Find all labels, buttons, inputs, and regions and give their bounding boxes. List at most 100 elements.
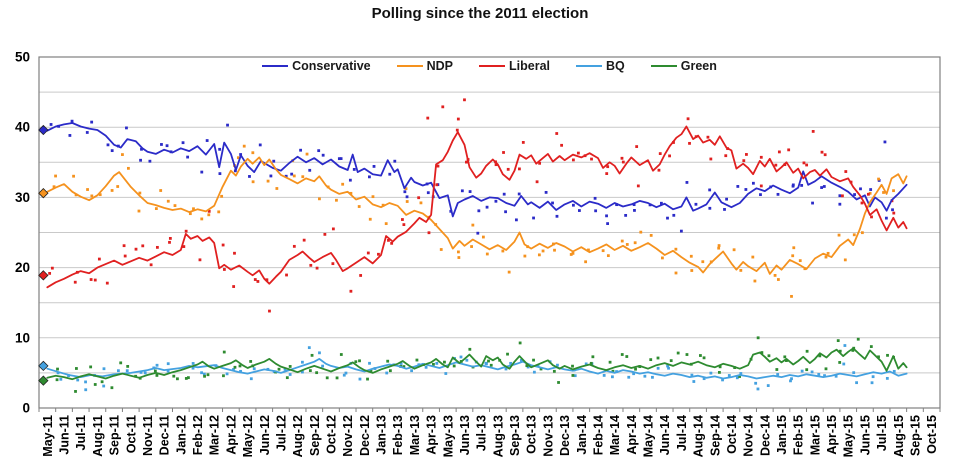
- conservative-trend-line: [46, 122, 908, 218]
- x-axis-label-Aug-14: Aug-14: [692, 415, 706, 457]
- legend-item-ndp: NDP: [396, 58, 454, 73]
- bq-trend-line: [46, 357, 908, 380]
- legend-item-green: Green: [650, 58, 717, 73]
- outlier-poll-point: [441, 105, 445, 109]
- x-axis-label-Jun-11: Jun-11: [58, 415, 72, 455]
- x-axis-label-Jul-12: Jul-12: [274, 415, 288, 451]
- outlier-poll-point: [426, 116, 430, 120]
- x-axis-label-Oct-14: Oct-14: [725, 415, 739, 454]
- outlier-poll-point: [463, 98, 466, 102]
- x-axis-label-Jan-15: Jan-15: [775, 415, 789, 455]
- x-axis-label-Feb-12: Feb-12: [191, 415, 205, 455]
- ndp-scatter-points: [52, 151, 895, 283]
- x-axis-label-Feb-14: Feb-14: [591, 415, 605, 455]
- x-axis-label-Jun-15: Jun-15: [858, 415, 872, 455]
- outlier-poll-point: [756, 336, 760, 340]
- x-axis-label-Sep-11: Sep-11: [108, 415, 122, 455]
- outlier-poll-point: [836, 339, 840, 343]
- x-axis-label-Sep-13: Sep-13: [508, 415, 522, 456]
- liberal-scatter-points: [48, 117, 896, 313]
- x-axis-label-Apr-15: Apr-15: [825, 415, 839, 455]
- y-axis-label-30: 30: [15, 190, 30, 205]
- outlier-poll-point: [242, 144, 246, 148]
- legend-item-liberal: Liberal: [479, 59, 550, 73]
- bq-scatter-points: [56, 351, 896, 391]
- x-axis-label-Nov-11: Nov-11: [141, 415, 155, 456]
- x-axis-label-Jun-12: Jun-12: [258, 415, 272, 455]
- outlier-poll-point: [843, 344, 847, 347]
- x-axis-label-Oct-11: Oct-11: [124, 415, 138, 453]
- x-axis-label-Jul-15: Jul-15: [875, 415, 889, 451]
- x-axis-label-Aug-12: Aug-12: [291, 415, 305, 457]
- x-axis-label-Oct-13: Oct-13: [525, 415, 539, 454]
- chart-legend: Conservative NDP Liberal BQ Green: [39, 57, 940, 74]
- green-trend-line: [46, 347, 908, 381]
- x-axis-label-May-12: May-12: [241, 415, 255, 457]
- outlier-poll-point: [226, 123, 229, 127]
- x-axis-label-Jul-14: Jul-14: [675, 415, 689, 451]
- outlier-poll-point: [686, 117, 690, 121]
- x-axis-label-Jan-14: Jan-14: [575, 415, 589, 455]
- x-axis-label-Jul-11: Jul-11: [74, 415, 88, 450]
- y-axis-label-50: 50: [15, 50, 30, 65]
- outlier-poll-point: [307, 346, 311, 350]
- legend-item-bq: BQ: [576, 59, 625, 73]
- x-axis-label-Mar-12: Mar-12: [208, 415, 222, 455]
- outlier-poll-point: [476, 231, 480, 235]
- x-axis-label-Jan-13: Jan-13: [375, 415, 389, 455]
- x-axis-label-Sep-15: Sep-15: [908, 415, 922, 456]
- x-axis-label-Jun-14: Jun-14: [658, 415, 672, 455]
- x-axis-label-Aug-11: Aug-11: [91, 415, 105, 457]
- x-axis-label-Aug-13: Aug-13: [491, 415, 505, 457]
- y-axis-label-40: 40: [15, 120, 30, 135]
- x-axis-label-Oct-12: Oct-12: [324, 415, 338, 454]
- green-election-diamond: [38, 375, 49, 386]
- x-axis-label-Dec-13: Dec-13: [558, 415, 572, 456]
- legend-label-liberal: Liberal: [509, 58, 551, 73]
- x-axis-label-Mar-13: Mar-13: [408, 415, 422, 455]
- legend-label-conservative: Conservative: [292, 58, 371, 73]
- x-axis-label-Nov-13: Nov-13: [541, 415, 555, 457]
- legend-label-ndp: NDP: [426, 58, 454, 73]
- x-axis-label-Dec-14: Dec-14: [758, 415, 772, 456]
- x-axis-label-Nov-14: Nov-14: [742, 415, 756, 457]
- x-axis-label-May-13: May-13: [441, 415, 455, 457]
- x-axis-label-Apr-14: Apr-14: [625, 415, 639, 455]
- x-axis-label-Dec-11: Dec-11: [158, 415, 172, 455]
- x-axis-label-Sep-12: Sep-12: [308, 415, 322, 456]
- x-axis-label-Apr-12: Apr-12: [224, 415, 238, 455]
- chart-title: Polling since the 2011 election: [371, 5, 589, 22]
- x-axis-label-May-11: May-11: [41, 415, 55, 457]
- x-axis-label-Nov-12: Nov-12: [341, 415, 355, 457]
- x-axis-label-Mar-14: Mar-14: [608, 415, 622, 455]
- x-axis-label-Oct-15: Oct-15: [925, 415, 939, 454]
- x-axis-label-Aug-15: Aug-15: [892, 415, 906, 457]
- ndp-election-diamond: [38, 188, 49, 199]
- y-axis-label-0: 0: [22, 401, 30, 416]
- ndp-trend-line: [46, 156, 908, 275]
- x-axis-label-May-14: May-14: [642, 415, 656, 457]
- outlier-poll-point: [679, 229, 683, 233]
- x-axis-label-Apr-13: Apr-13: [425, 415, 439, 455]
- legend-label-green: Green: [680, 58, 717, 73]
- x-axis-label-Dec-12: Dec-12: [358, 415, 372, 456]
- liberal-election-diamond: [38, 270, 49, 281]
- x-axis-label-Jun-13: Jun-13: [458, 415, 472, 455]
- outlier-poll-point: [790, 294, 793, 298]
- legend-item-conservative: Conservative: [262, 59, 371, 73]
- legend-swatch-green: [650, 65, 677, 67]
- x-axis-label-Feb-13: Feb-13: [391, 415, 405, 455]
- legend-label-bq: BQ: [606, 58, 625, 73]
- x-axis-label-Jul-13: Jul-13: [475, 415, 489, 451]
- x-axis-label-May-15: May-15: [842, 415, 856, 457]
- x-axis-label-Jan-12: Jan-12: [174, 415, 188, 455]
- conservative-scatter-points: [49, 119, 894, 226]
- outlier-poll-point: [856, 337, 860, 341]
- liberal-trend-line: [46, 125, 908, 289]
- legend-swatch-ndp: [396, 65, 423, 67]
- x-axis-label-Sep-14: Sep-14: [708, 415, 722, 456]
- outlier-poll-point: [121, 153, 124, 156]
- legend-swatch-conservative: [262, 65, 289, 67]
